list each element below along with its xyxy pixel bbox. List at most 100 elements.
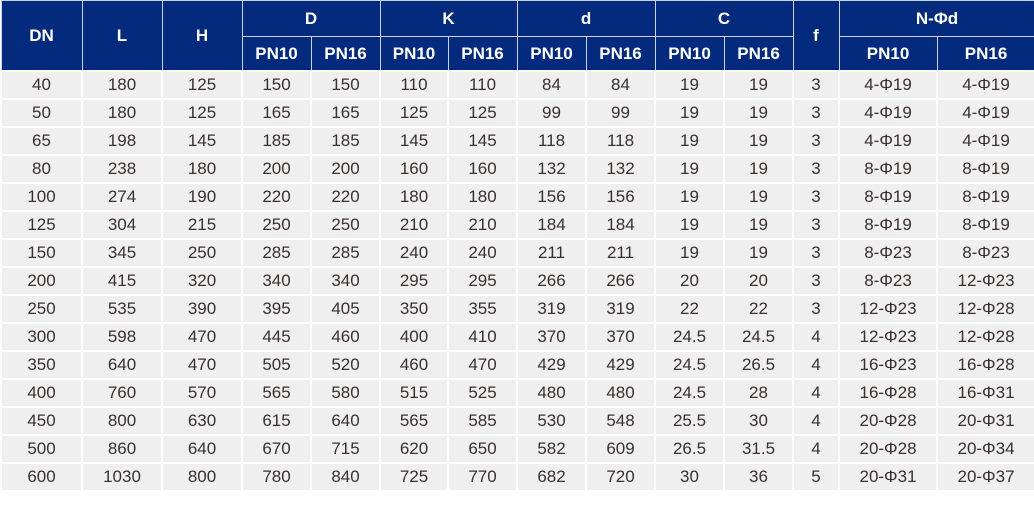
header-k-pn16: PN16 (447, 36, 518, 72)
table-cell: 125 (447, 98, 518, 128)
table-cell: 220 (310, 182, 381, 212)
table-cell: 8-Φ19 (936, 154, 1034, 184)
table-cell: 20 (723, 266, 795, 296)
table-cell: 400 (0, 378, 83, 408)
table-cell: 470 (161, 350, 243, 380)
table-cell: 340 (310, 266, 381, 296)
table-cell: 19 (723, 182, 795, 212)
table-cell: 180 (161, 154, 243, 184)
table-cell: 3 (792, 294, 841, 324)
table-cell: 19 (654, 70, 726, 100)
table-cell: 640 (310, 406, 381, 436)
table-cell: 8-Φ23 (838, 238, 939, 268)
table-cell: 240 (447, 238, 518, 268)
table-cell: 80 (0, 154, 83, 184)
table-cell: 125 (379, 98, 449, 128)
table-cell: 295 (379, 266, 449, 296)
table-cell: 505 (241, 350, 312, 380)
table-row: 150 345 250 285 285 240 240 211 211 19 19 3 8-Φ23 8-Φ… (0, 238, 1034, 268)
table-cell: 780 (241, 462, 312, 492)
table-cell: 30 (654, 462, 726, 492)
table-cell: 25.5 (654, 406, 726, 436)
table-cell: 110 (379, 70, 449, 100)
table-cell: 160 (379, 154, 449, 184)
table-cell: 8-Φ19 (936, 182, 1034, 212)
table-cell: 20-Φ28 (838, 434, 939, 464)
table-cell: 118 (584, 126, 657, 156)
table-cell: 8-Φ19 (838, 182, 939, 212)
table-cell: 211 (516, 238, 587, 268)
table-cell: 580 (310, 378, 381, 408)
table-cell: 682 (516, 462, 587, 492)
table-cell: 19 (723, 70, 795, 100)
table-cell: 8-Φ19 (838, 154, 939, 184)
table-cell: 198 (81, 126, 163, 156)
table-cell: 460 (379, 350, 449, 380)
table-cell: 285 (310, 238, 381, 268)
table-body: 40 180 125 150 150 110 110 84 84 19 19 3 4-Φ19 4-Φ19 5… (0, 70, 1034, 492)
table-cell: 5 (792, 462, 841, 492)
table-cell: 160 (447, 154, 518, 184)
table-cell: 84 (516, 70, 587, 100)
table-cell: 8-Φ19 (936, 210, 1034, 240)
table-cell: 8-Φ19 (838, 210, 939, 240)
table-cell: 4-Φ19 (838, 70, 939, 100)
table-cell: 410 (447, 322, 518, 352)
table-cell: 36 (723, 462, 795, 492)
table-cell: 145 (447, 126, 518, 156)
table-cell: 340 (241, 266, 312, 296)
table-cell: 31.5 (723, 434, 795, 464)
table-cell: 640 (161, 434, 243, 464)
table-header: DN L H D K d C f N-Φd PN10 PN16 PN10 PN1… (0, 0, 1034, 72)
table-cell: 200 (310, 154, 381, 184)
table-cell: 4 (792, 322, 841, 352)
table-cell: 295 (447, 266, 518, 296)
table-cell: 500 (0, 434, 83, 464)
table-cell: 12-Φ23 (838, 322, 939, 352)
table-cell: 860 (81, 434, 163, 464)
header-d-pn16: PN16 (310, 36, 381, 72)
table-cell: 470 (161, 322, 243, 352)
table-cell: 400 (379, 322, 449, 352)
table-cell: 20-Φ28 (838, 406, 939, 436)
header-n-phi-d: N-Φd (838, 0, 1034, 37)
header-small-d: d (516, 0, 656, 37)
table-cell: 760 (81, 378, 163, 408)
header-c-pn10: PN10 (654, 36, 725, 72)
table-row: 65 198 145 185 185 145 145 118 118 19 19 3 4-Φ19 4-Φ1… (0, 126, 1034, 156)
table-cell: 609 (584, 434, 657, 464)
table-cell: 600 (0, 462, 83, 492)
header-l: L (81, 0, 163, 72)
table-cell: 390 (161, 294, 243, 324)
table-cell: 548 (584, 406, 657, 436)
table-cell: 110 (447, 70, 518, 100)
table-cell: 65 (0, 126, 83, 156)
table-cell: 620 (379, 434, 449, 464)
table-cell: 630 (161, 406, 243, 436)
header-small-d-pn16: PN16 (585, 36, 656, 72)
table-cell: 8-Φ23 (838, 266, 939, 296)
table-cell: 4-Φ19 (838, 126, 939, 156)
table-cell: 19 (723, 210, 795, 240)
table-cell: 20-Φ31 (838, 462, 939, 492)
table-cell: 185 (241, 126, 312, 156)
table-cell: 125 (0, 210, 83, 240)
table-cell: 132 (516, 154, 587, 184)
table-cell: 99 (584, 98, 657, 128)
table-cell: 530 (516, 406, 587, 436)
table-cell: 429 (516, 350, 587, 380)
table-cell: 445 (241, 322, 312, 352)
table-cell: 240 (379, 238, 449, 268)
table-cell: 715 (310, 434, 381, 464)
table-cell: 184 (516, 210, 587, 240)
table-cell: 4-Φ19 (936, 126, 1034, 156)
table-cell: 395 (241, 294, 312, 324)
table-cell: 520 (310, 350, 381, 380)
table-cell: 565 (379, 406, 449, 436)
table-cell: 145 (379, 126, 449, 156)
table-cell: 30 (723, 406, 795, 436)
header-dn: DN (0, 0, 83, 72)
header-d: D (241, 0, 381, 37)
table-cell: 4 (792, 378, 841, 408)
table-cell: 20 (654, 266, 726, 296)
